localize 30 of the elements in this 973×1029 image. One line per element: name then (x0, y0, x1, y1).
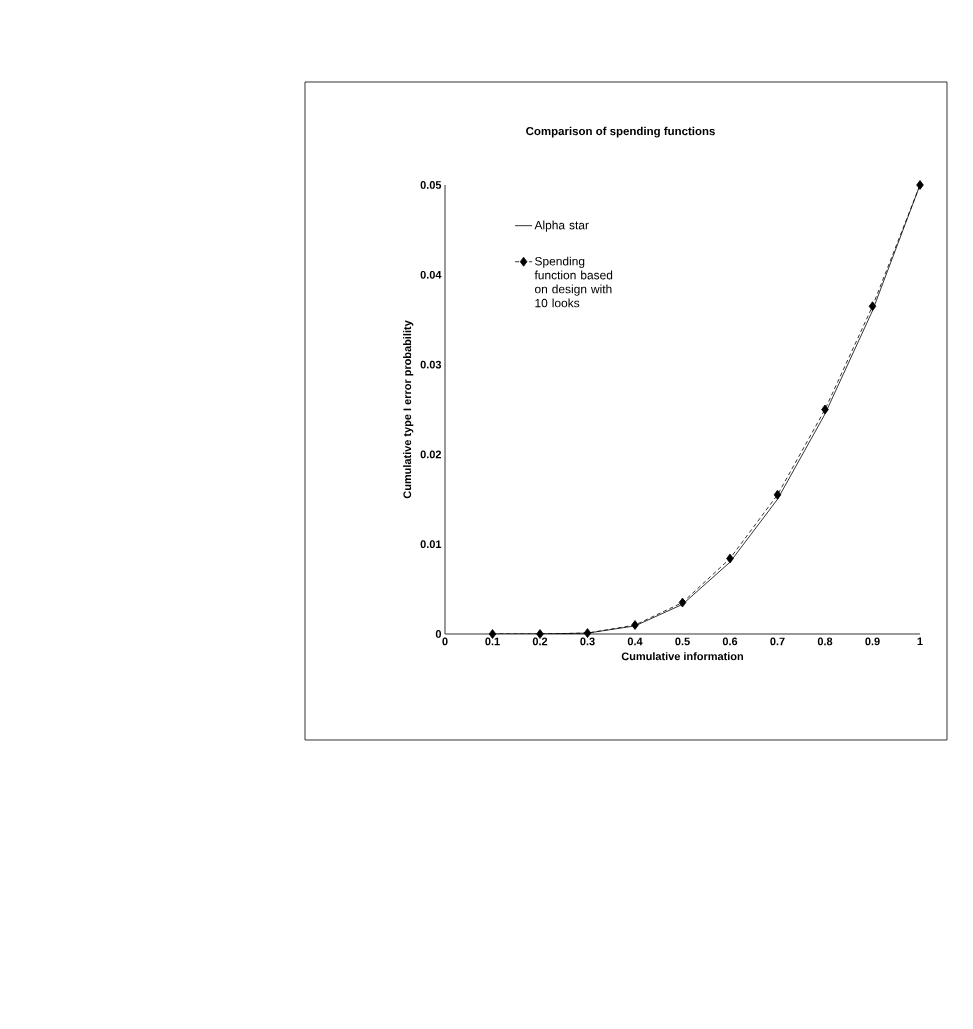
y-tick-label: 0.03 (420, 360, 442, 369)
point (631, 620, 639, 630)
x-tick-label: 0.5 (675, 637, 690, 646)
legend-label: Alpha star (534, 220, 589, 232)
y-tick-label: 0.01 (420, 540, 442, 549)
point (773, 489, 782, 500)
legend-label: Spending function based on design with 10 looks (534, 256, 613, 308)
point (678, 597, 687, 608)
x-tick-label: 0.2 (532, 637, 548, 646)
x-tick-label: 0.1 (485, 637, 500, 646)
y-tick-label: 0 (435, 630, 442, 638)
point (583, 628, 592, 638)
x-tick-label: 1 (917, 637, 923, 646)
x-tick-label: 0.4 (627, 637, 643, 646)
x-tick-label: 0.3 (580, 637, 595, 646)
point (821, 404, 829, 415)
x-tick-label: 0.8 (817, 637, 833, 646)
y-tick-label: 0.04 (420, 270, 442, 279)
point (868, 301, 877, 312)
x-tick-label: 0.6 (722, 637, 738, 646)
x-tick-label: 0.7 (770, 637, 785, 646)
chart-title: Comparison of spending functions (526, 126, 715, 138)
x-tick-label: 0.9 (865, 637, 880, 646)
y-tick-label: 0.05 (420, 181, 442, 189)
x-tick-label: 0 (442, 637, 448, 646)
point (916, 180, 924, 190)
x-axis-title: Cumulative information (621, 652, 744, 661)
y-axis-title: Cumulative type I error probability (403, 320, 414, 499)
y-tick-label: 0.02 (420, 450, 442, 459)
point (726, 553, 734, 564)
